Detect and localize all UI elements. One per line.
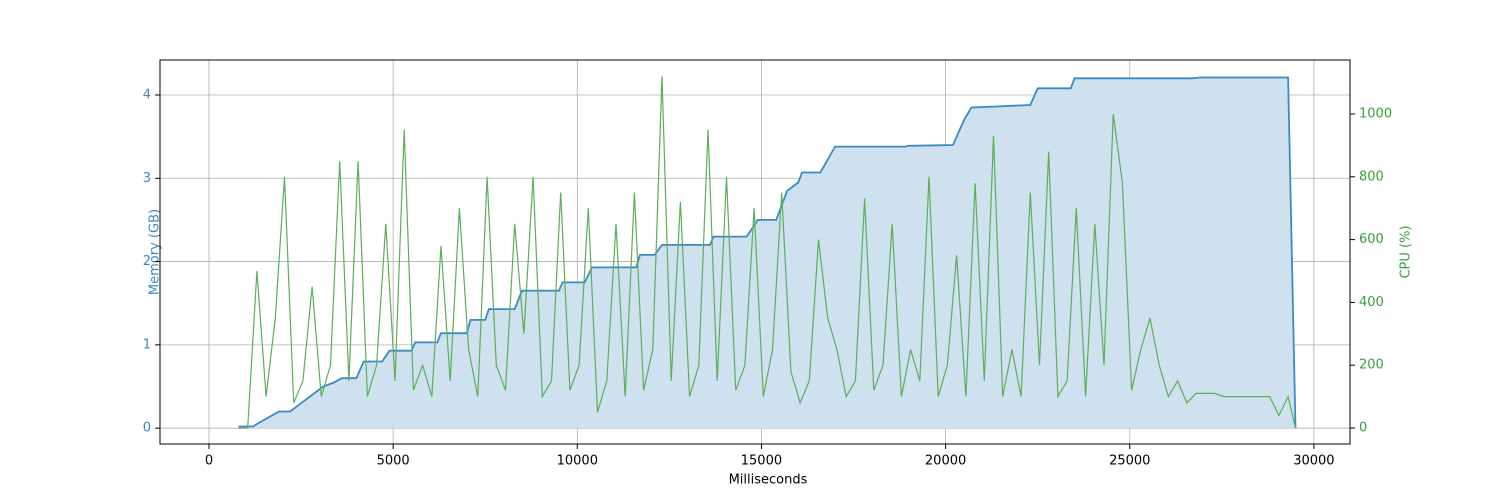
- y-tick-label: 0: [143, 421, 151, 436]
- x-tick-label: 5000: [377, 454, 410, 469]
- y-tick-label: 3: [143, 171, 151, 186]
- x-tick-label: 25000: [1109, 454, 1150, 469]
- y2-tick-label: 400: [1359, 295, 1384, 310]
- x-axis-label: Milliseconds: [729, 473, 808, 488]
- y2-axis-label: CPU (%): [1399, 225, 1414, 278]
- memory-area: [238, 77, 1296, 429]
- y2-tick-label: 0: [1359, 420, 1367, 435]
- x-tick-label: 15000: [741, 454, 782, 469]
- x-tick-label: 10000: [557, 454, 598, 469]
- y2-tick-label: 200: [1359, 358, 1384, 373]
- y-tick-label: 4: [143, 87, 151, 102]
- x-tick-label: 30000: [1293, 454, 1334, 469]
- y-tick-label: 2: [143, 254, 151, 269]
- x-tick-label: 0: [205, 454, 213, 469]
- y-axis-label: Memory (GB): [148, 209, 163, 295]
- x-tick-label: 20000: [925, 454, 966, 469]
- cpu-line: [238, 76, 1297, 429]
- plot-frame: [159, 59, 1351, 445]
- y2-tick-label: 1000: [1359, 107, 1392, 122]
- y2-tick-label: 800: [1359, 169, 1384, 184]
- memory-line: [238, 76, 1297, 429]
- y2-tick-label: 600: [1359, 232, 1384, 247]
- y-tick-label: 1: [143, 337, 151, 352]
